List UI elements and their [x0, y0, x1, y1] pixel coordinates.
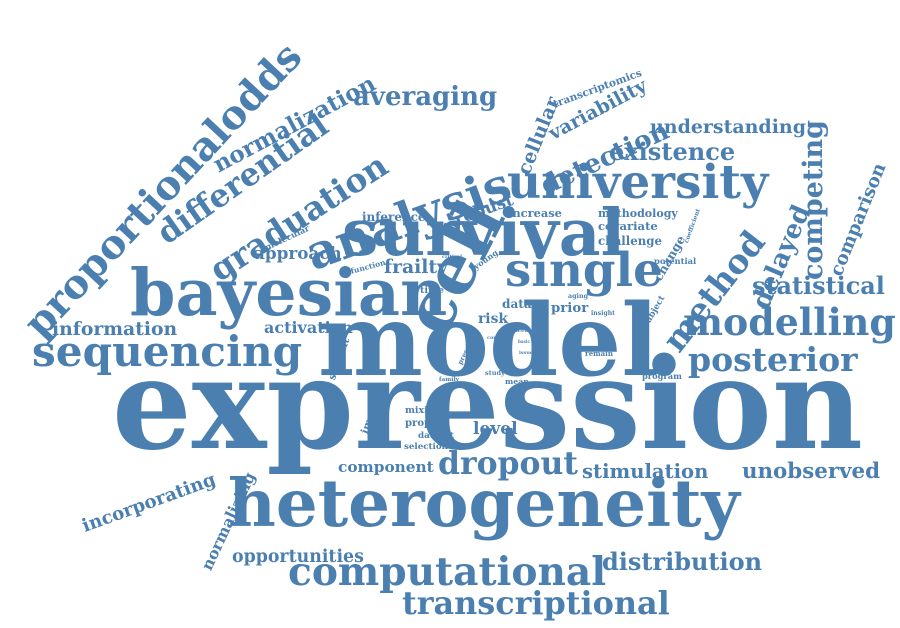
word-selection: selection: [404, 442, 448, 452]
word-insight: insight: [591, 310, 615, 317]
word-time: time: [420, 285, 444, 296]
word-increase: increase: [508, 206, 562, 220]
word-frailty: frailty: [384, 256, 448, 278]
word-coefficient: coefficient: [683, 207, 702, 245]
word-model: model: [318, 283, 659, 399]
word-averaging: averaging: [353, 82, 498, 112]
word-expression: expression: [112, 330, 863, 478]
word-existence: existence: [609, 137, 736, 166]
word-heterogeneity: heterogeneity: [228, 464, 740, 542]
word-comparison: comparison: [826, 160, 891, 280]
word-issue: issue: [519, 350, 533, 356]
word-methodology: methodology: [598, 207, 678, 220]
word-mixing: mixing: [405, 405, 442, 416]
word-understanding: understanding: [650, 116, 806, 138]
word-approach: approach: [254, 243, 342, 263]
word-posterior: posterior: [688, 340, 858, 379]
word-need: need: [514, 328, 528, 334]
word-transcriptional: transcriptional: [402, 584, 670, 622]
word-opportunities: opportunities: [232, 547, 364, 567]
word-basic: basic: [518, 339, 530, 344]
word-unobserved: unobserved: [742, 459, 881, 484]
word-potential: potential: [654, 256, 697, 266]
word-distribution: distribution: [602, 547, 763, 576]
word-modelling: modelling: [683, 299, 896, 344]
word-dropout: dropout: [438, 445, 578, 482]
word-challenge: challenge: [598, 234, 662, 248]
word-dataset: dataset: [418, 431, 454, 441]
word-risk: risk: [478, 311, 509, 327]
word-stimulation: stimulation: [582, 460, 709, 483]
word-competing: competing: [798, 120, 829, 280]
word-program: program: [642, 371, 682, 381]
word-family: family: [439, 377, 459, 383]
word-prior: prior: [551, 301, 589, 316]
word-university: university: [507, 155, 769, 210]
word-mean: mean: [505, 377, 529, 386]
word-component: component: [338, 458, 434, 476]
word-bayesian: bayesian: [130, 255, 448, 331]
word-survival: survival: [342, 195, 626, 271]
word-incorporating: incorporating: [79, 469, 219, 537]
word-aging: aging: [568, 293, 589, 300]
word-data: data: [502, 297, 532, 311]
word-statistical: statistical: [752, 272, 885, 300]
word-proper: proper: [405, 418, 443, 429]
word-inference: inference: [362, 210, 426, 224]
word-study: study: [485, 369, 505, 377]
word-covariate: covariate: [598, 219, 658, 233]
word-information: information: [52, 318, 178, 340]
word-computational: computational: [288, 549, 607, 595]
word-activation: activation: [264, 318, 353, 337]
word-remain: remain: [585, 349, 613, 358]
word-level: level: [473, 419, 518, 439]
word-critical: critical: [442, 254, 462, 260]
word-single: single: [505, 242, 663, 297]
word-sequencing: sequencing: [32, 326, 303, 376]
word-core: core: [487, 335, 499, 341]
